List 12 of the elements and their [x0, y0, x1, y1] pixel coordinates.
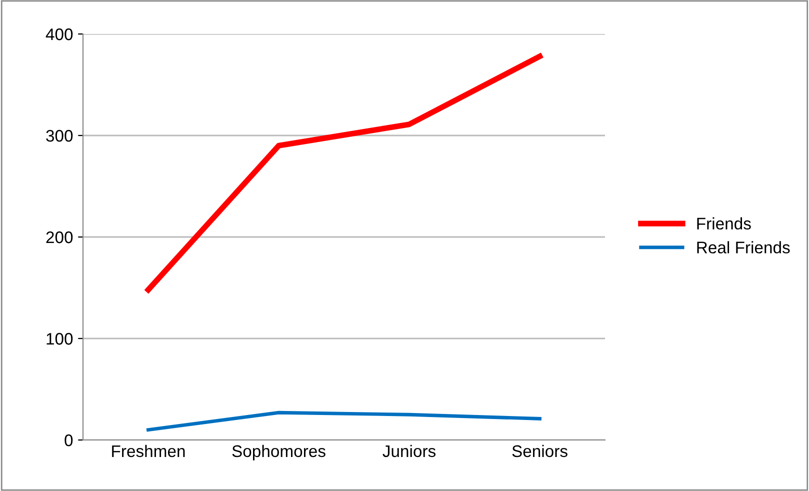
x-tick-label: Sophomores — [232, 444, 326, 460]
y-tick-label: 400 — [46, 28, 73, 40]
line-series — [146, 410, 542, 432]
x-tick-label: Seniors — [512, 444, 568, 458]
y-tick-label: 200 — [46, 231, 73, 244]
y-tick-label: 100 — [46, 332, 73, 345]
legend-label: Real Friends — [697, 241, 790, 254]
legend-label: Friends — [697, 217, 751, 230]
y-tick-label: 0 — [64, 434, 73, 446]
x-tick-label: Freshmen — [112, 444, 185, 458]
y-tick-label: 300 — [46, 130, 73, 142]
x-tick-label: Juniors — [382, 444, 436, 458]
